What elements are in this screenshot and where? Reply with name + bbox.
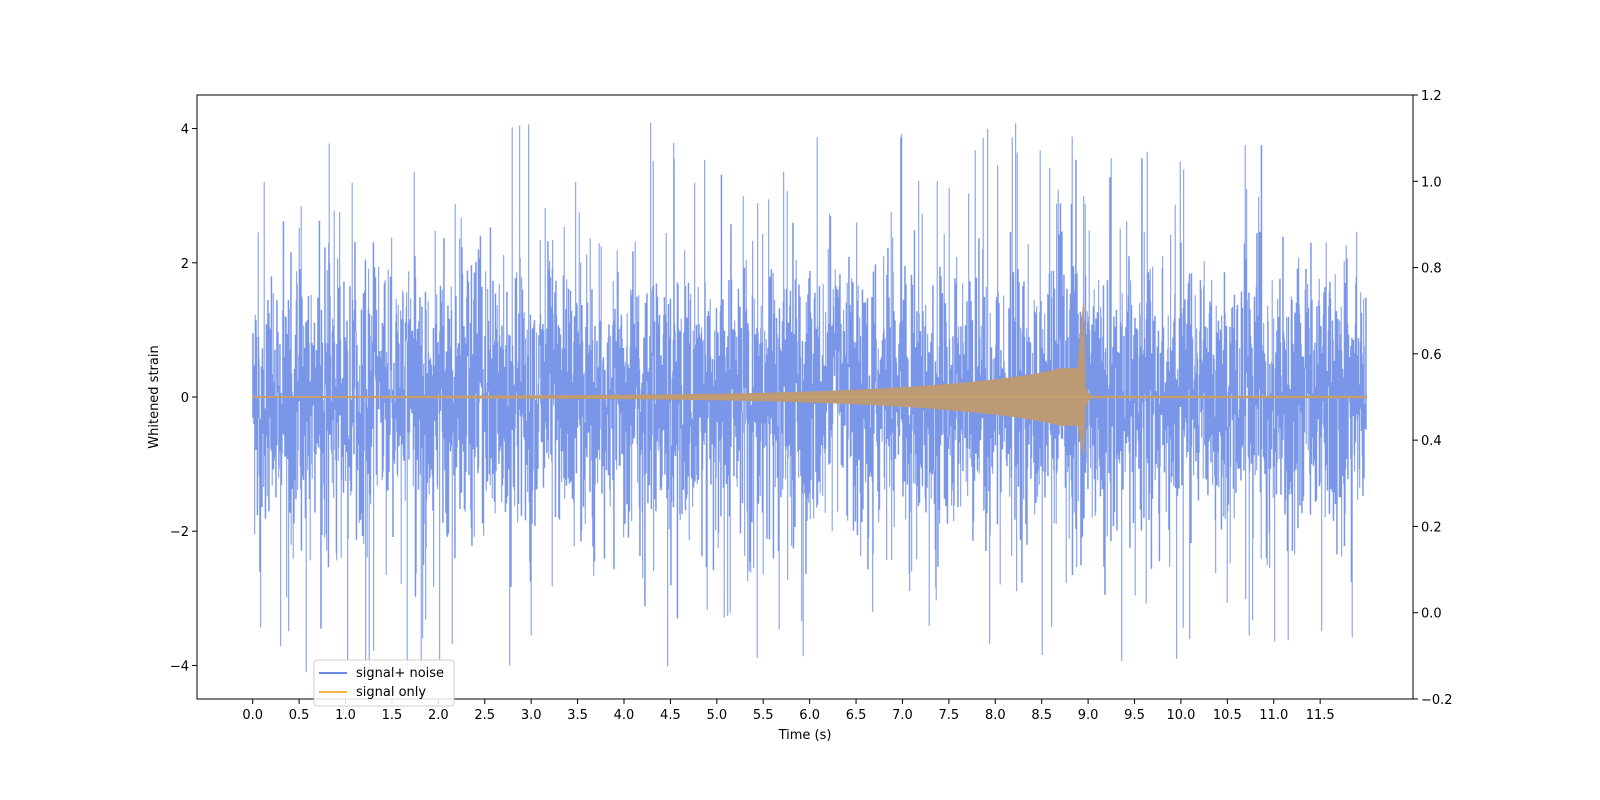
- y-tick-label: 0: [181, 391, 189, 406]
- x-tick-label: 3.5: [567, 708, 588, 723]
- x-tick-label: 1.5: [382, 708, 403, 723]
- tick-group: 0.0 0.5 1.0 1.5 2.0 2.5 3.0 3.5 4.0 4.5 5.0 5.5 6.0 6…: [170, 89, 1453, 723]
- legend-label-signal-only: signal only: [356, 685, 426, 700]
- x-tick-label: 11.0: [1259, 708, 1288, 723]
- y-tick-label: 4: [181, 123, 189, 138]
- x-tick-label: 1.0: [335, 708, 356, 723]
- legend: signal+ noise signal only: [313, 659, 455, 707]
- x-tick-label: 0.0: [242, 708, 263, 723]
- x-tick-label: 10.5: [1213, 708, 1242, 723]
- x-tick-label: 6.0: [799, 708, 820, 723]
- plot-area: [252, 122, 1368, 672]
- x-tick-label: 4.0: [614, 708, 635, 723]
- y2-tick-label: 0.6: [1421, 348, 1442, 363]
- x-tick-label: 8.0: [985, 708, 1006, 723]
- y2-tick-label: 1.0: [1421, 175, 1442, 190]
- y-tick-label: 2: [181, 257, 189, 272]
- x-tick-label: 2.0: [428, 708, 449, 723]
- x-tick-label: 8.5: [1031, 708, 1052, 723]
- x-tick-label: 9.5: [1124, 708, 1145, 723]
- x-tick-label: 7.5: [939, 708, 960, 723]
- plot-frame: [196, 94, 1414, 700]
- x-tick-label: 2.5: [474, 708, 495, 723]
- legend-label-signal-noise: signal+ noise: [356, 666, 444, 681]
- x-tick-label: 6.5: [846, 708, 867, 723]
- x-tick-label: 7.0: [892, 708, 913, 723]
- series-signal-only-line: [252, 302, 1368, 455]
- y2-tick-label: 0.8: [1421, 262, 1442, 277]
- y2-tick-label: −0.2: [1421, 693, 1453, 708]
- x-axis-label: Time (s): [778, 728, 832, 743]
- x-tick-label: 5.5: [753, 708, 774, 723]
- y2-tick-label: 0.0: [1421, 607, 1442, 622]
- x-tick-label: 5.0: [706, 708, 727, 723]
- y2-tick-label: 1.2: [1421, 89, 1442, 104]
- y2-tick-label: 0.2: [1421, 520, 1442, 535]
- x-tick-label: 0.5: [289, 708, 310, 723]
- x-tick-label: 3.0: [521, 708, 542, 723]
- x-tick-label: 11.5: [1306, 708, 1335, 723]
- x-tick-label: 10.0: [1166, 708, 1195, 723]
- y-tick-label: −4: [170, 659, 189, 674]
- y-axis-label: Whitened strain: [147, 345, 162, 448]
- x-tick-label: 9.0: [1078, 708, 1099, 723]
- y-tick-label: −2: [170, 525, 189, 540]
- y2-tick-label: 0.4: [1421, 434, 1442, 449]
- x-tick-label: 4.5: [660, 708, 681, 723]
- legend-box: [313, 659, 455, 707]
